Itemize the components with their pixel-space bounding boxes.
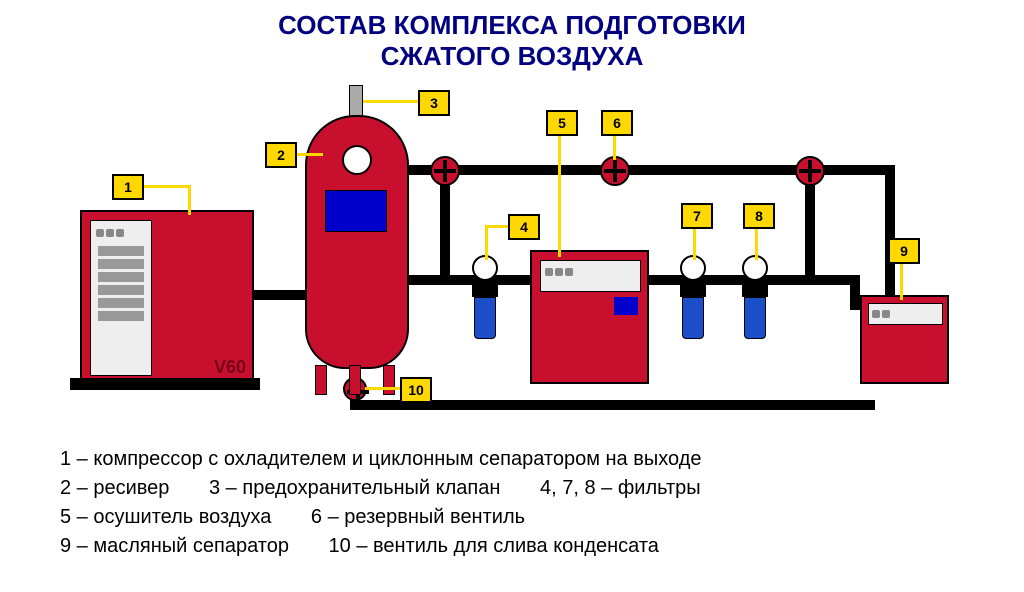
compressor-panel (90, 220, 152, 376)
diagram-area: V60 (60, 80, 964, 430)
lead (693, 225, 696, 260)
pipe (850, 275, 860, 310)
callout-9: 9 (888, 238, 920, 264)
lead (363, 100, 418, 103)
legend-9: 9 – масляный сепаратор (60, 532, 289, 561)
lead (558, 132, 561, 257)
receiver-gauge-icon (342, 145, 372, 175)
legend-2: 2 – ресивер (60, 474, 169, 503)
reserve-valve-icon (600, 156, 630, 186)
safety-valve (349, 85, 363, 117)
legend-10: 10 – вентиль для слива конденсата (329, 532, 659, 561)
title-line2: СЖАТОГО ВОЗДУХА (0, 41, 1024, 72)
legend-5: 5 – осушитель воздуха (60, 503, 271, 532)
callout-5: 5 (546, 110, 578, 136)
callout-7: 7 (681, 203, 713, 229)
compressor: V60 (80, 210, 254, 384)
callout-1: 1 (112, 174, 144, 200)
oil-separator (860, 295, 949, 384)
callout-4: 4 (508, 214, 540, 240)
callout-10: 10 (400, 377, 432, 403)
valve-icon (430, 156, 460, 186)
lead (755, 225, 758, 260)
compressor-model-label: V60 (214, 357, 246, 378)
callout-3: 3 (418, 90, 450, 116)
lead (613, 132, 616, 160)
pipe (250, 290, 310, 300)
valve-icon (795, 156, 825, 186)
lead (293, 153, 323, 156)
receiver-legs (315, 365, 395, 395)
lead (485, 225, 488, 260)
compressor-base (70, 378, 260, 390)
lead (188, 185, 191, 215)
dryer-logo (614, 297, 638, 315)
lead (900, 260, 903, 300)
legend-3: 3 – предохранительный клапан (209, 474, 500, 503)
air-dryer (530, 250, 649, 384)
lead (485, 225, 510, 228)
receiver-logo (325, 190, 387, 232)
filter-7 (678, 255, 708, 325)
callout-8: 8 (743, 203, 775, 229)
filter-8 (740, 255, 770, 325)
legend: 1 – компрессор с охладителем и циклонным… (60, 445, 970, 561)
page-title: СОСТАВ КОМПЛЕКСА ПОДГОТОВКИ СЖАТОГО ВОЗД… (0, 0, 1024, 72)
callout-2: 2 (265, 142, 297, 168)
lead (365, 387, 400, 390)
title-line1: СОСТАВ КОМПЛЕКСА ПОДГОТОВКИ (0, 10, 1024, 41)
legend-line1: 1 – компрессор с охладителем и циклонным… (60, 445, 970, 474)
dryer-panel (540, 260, 641, 292)
legend-478: 4, 7, 8 – фильтры (540, 474, 701, 503)
pipe (885, 165, 895, 300)
lead (140, 185, 190, 188)
filter-4 (470, 255, 500, 325)
legend-6: 6 – резервный вентиль (311, 503, 525, 532)
callout-6: 6 (601, 110, 633, 136)
